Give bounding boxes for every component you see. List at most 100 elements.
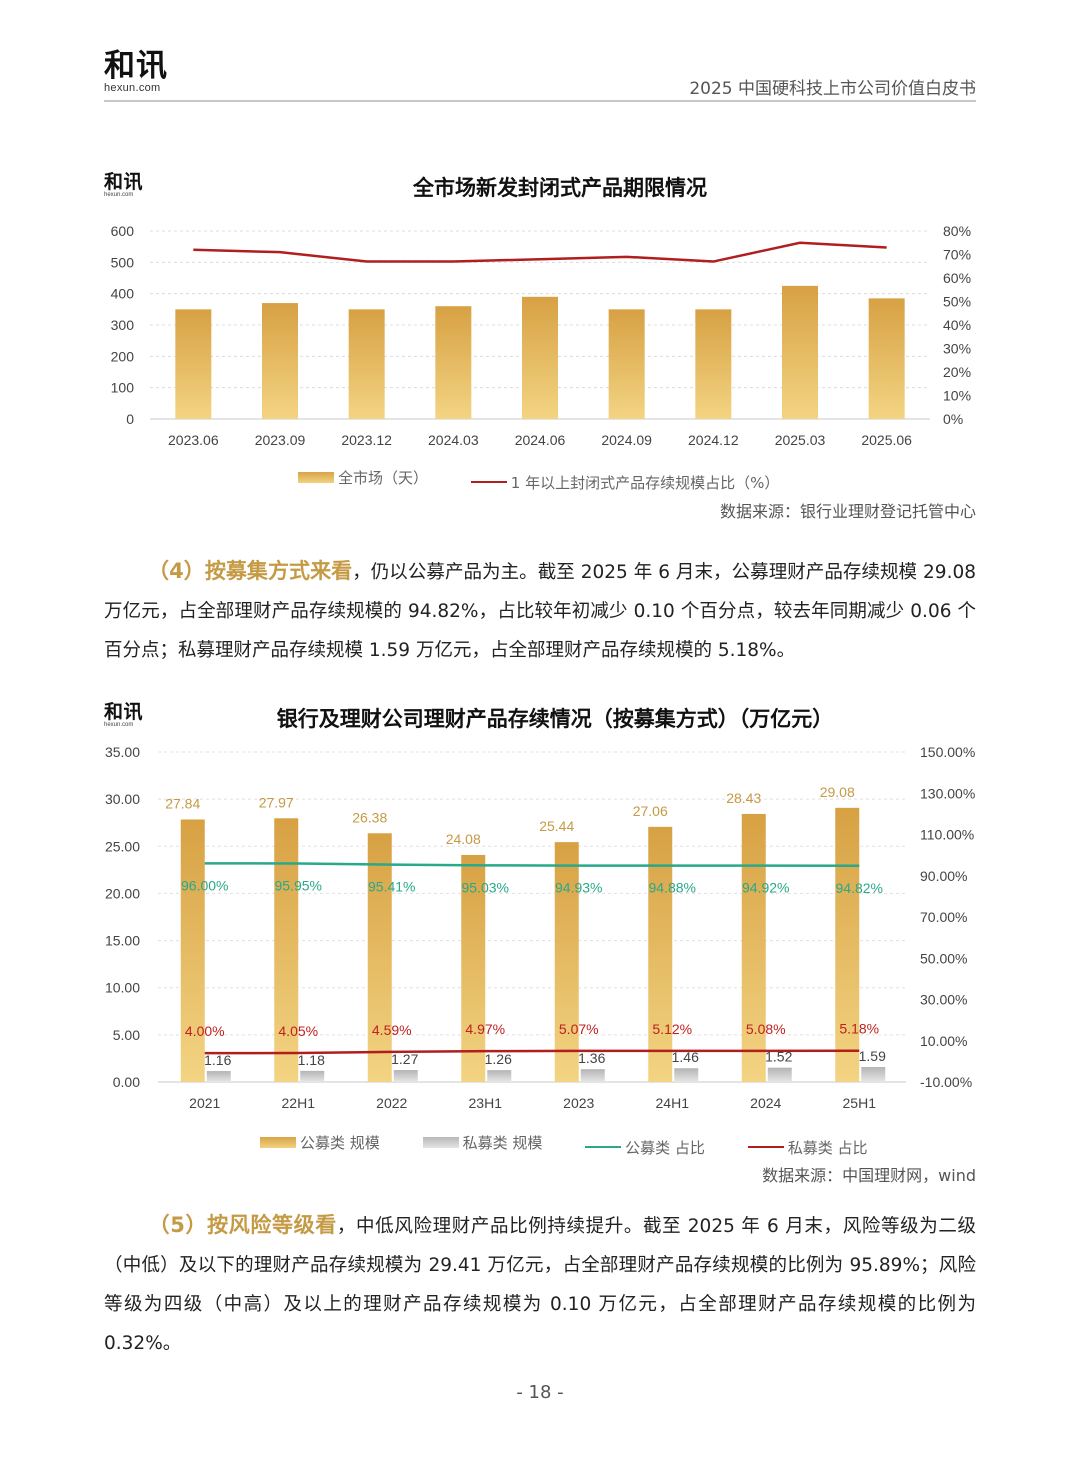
chart2-x-tick-label: 22H1	[282, 1095, 316, 1111]
chart2-legend-label-public-share: 公募类 占比	[625, 1138, 705, 1157]
chart2-y2-tick-label: -10.00%	[920, 1074, 972, 1090]
page-number: - 18 -	[516, 1382, 564, 1403]
chart2-title: 银行及理财公司理财产品存续情况（按募集方式）（万亿元）	[276, 707, 834, 731]
chart1-legend-label-line: 1 年以上封闭式产品存续规模占比（%）	[510, 473, 780, 492]
gold-bar-swatch-icon	[298, 472, 334, 483]
chart1-x-tick-label: 2025.06	[861, 432, 912, 448]
chart2-legend-label-private-share: 私募类 占比	[787, 1138, 868, 1157]
chart2-y-tick-label: 25.00	[105, 838, 140, 854]
chart1-y2-tick-label: 70%	[943, 247, 971, 263]
chart2-public-share-label: 95.95%	[275, 877, 322, 893]
chart2-y-tick-label: 30.00	[105, 791, 140, 807]
header-title: 2025 中国硬科技上市公司价值白皮书	[689, 79, 976, 99]
chart2-private-share-label: 4.00%	[185, 1023, 225, 1039]
chart2-public-bar	[648, 826, 673, 1082]
chart1-bar	[695, 309, 732, 419]
chart1-logo: 和讯 hexun.com	[104, 172, 143, 198]
chart1-y2-tick-label: 80%	[943, 223, 971, 239]
chart2-x-tick-label: 24H1	[656, 1095, 690, 1111]
chart1-y2-tick-label: 50%	[943, 294, 971, 310]
chart2-x-tick-label: 2023	[563, 1095, 594, 1111]
chart2-x-tick-label: 2022	[376, 1095, 407, 1111]
paragraph-4-lead: （4）按募集方式来看	[148, 559, 353, 583]
chart1-legend-item-bars: 全市场（天）	[298, 467, 428, 488]
chart2-private-share-label: 5.08%	[746, 1021, 786, 1037]
chart2-private-bar-label: 1.52	[765, 1049, 792, 1065]
chart2-private-bar-label: 1.36	[578, 1050, 605, 1066]
logo-text: 和讯	[104, 48, 168, 84]
chart1-bar	[348, 309, 385, 419]
paragraph-5-lead: （5）按风险等级看	[148, 1213, 337, 1237]
chart2-private-bar	[580, 1069, 605, 1082]
chart1-y2-tick-label: 30%	[943, 341, 971, 357]
red-line-swatch-icon	[747, 1146, 784, 1148]
chart2-y2-tick-label: 110.00%	[920, 827, 974, 843]
chart2-legend-item-public-size: 公募类 规模	[260, 1132, 380, 1153]
chart2-source: 数据来源：中国理财网，wind	[762, 1166, 976, 1185]
chart2-public-share-label: 94.88%	[649, 880, 696, 896]
chart2-legend-item-private-share: 私募类 占比	[747, 1137, 868, 1158]
chart1-logo-text: 和讯	[104, 171, 144, 193]
chart1-x-tick-label: 2024.03	[428, 432, 479, 448]
chart2-private-bar-label: 1.59	[859, 1048, 886, 1064]
chart2-public-bar-label: 25.44	[539, 818, 574, 834]
chart2-private-bar	[674, 1068, 699, 1082]
chart2-public-share-label: 95.41%	[368, 879, 415, 895]
chart2-private-share-label: 4.05%	[278, 1023, 318, 1039]
chart2-public-share-label: 95.03%	[462, 879, 509, 895]
grey-bar-swatch-icon	[422, 1137, 459, 1148]
chart2-public-bar	[741, 813, 766, 1082]
chart2-private-bar	[861, 1067, 886, 1082]
chart1-title: 全市场新发封闭式产品期限情况	[413, 176, 707, 200]
chart2-legend-item-private-size: 私募类 规模	[422, 1132, 542, 1153]
chart2-legend-label-public-size: 公募类 规模	[300, 1134, 380, 1152]
chart1-x-tick-label: 2023.12	[341, 432, 392, 448]
chart2-legend: 公募类 规模 私募类 规模 公募类 占比 私募类 占比	[260, 1132, 867, 1158]
chart2-public-bar-label: 27.84	[165, 796, 200, 812]
chart2-private-bar-label: 1.16	[204, 1052, 231, 1068]
chart2-private-bar	[206, 1071, 231, 1082]
chart1-bar	[782, 285, 818, 419]
chart1-x-tick-label: 2024.09	[601, 432, 652, 448]
chart1-x-tick-label: 2025.03	[775, 432, 826, 448]
chart2-private-share-label: 4.97%	[465, 1021, 505, 1037]
chart2-public-share-label: 94.93%	[555, 880, 602, 896]
chart2-private-share-line	[204, 1049, 860, 1055]
chart2-legend-item-public-share: 公募类 占比	[585, 1137, 705, 1158]
chart2-public-bar	[554, 842, 579, 1082]
chart1-bar	[262, 303, 298, 419]
chart2-public-bar	[180, 819, 205, 1082]
chart1-y-tick-label: 600	[111, 223, 135, 239]
red-line-swatch-icon	[470, 481, 507, 483]
chart1-y2-tick-label: 60%	[943, 270, 971, 286]
chart2-x-tick-label: 25H1	[843, 1095, 877, 1111]
chart1-x-tick-label: 2024.12	[688, 432, 739, 448]
chart2-private-share-label: 4.59%	[372, 1022, 412, 1038]
chart2-y2-tick-label: 50.00%	[920, 950, 967, 966]
chart1-y2-tick-label: 40%	[943, 317, 971, 333]
chart2-public-share-line	[204, 862, 860, 868]
chart2-y-tick-label: 5.00	[113, 1027, 140, 1043]
chart1-y-tick-label: 500	[111, 254, 135, 270]
chart2-public-share-label: 94.82%	[836, 880, 883, 896]
chart2-y2-tick-label: 30.00%	[920, 992, 967, 1008]
chart1-x-tick-label: 2023.09	[255, 432, 306, 448]
chart2-x-tick-label: 2021	[189, 1095, 220, 1111]
chart2-y2-tick-label: 90.00%	[920, 868, 967, 884]
chart2-public-bar	[274, 818, 299, 1082]
chart2-y2-tick-label: 10.00%	[920, 1033, 967, 1049]
chart1-y2-tick-label: 20%	[943, 364, 971, 380]
chart1-y2-tick-label: 10%	[943, 388, 971, 404]
chart2-private-share-label: 5.12%	[652, 1021, 692, 1037]
chart2-y2-tick-label: 130.00%	[920, 785, 975, 801]
chart1-x-tick-label: 2023.06	[168, 432, 219, 448]
chart2-public-bar-label: 28.43	[726, 790, 761, 806]
chart2-public-share-label: 96.00%	[181, 877, 228, 893]
chart2-public-bar	[835, 807, 860, 1082]
chart1-bar	[868, 298, 905, 419]
chart1-y2-tick-label: 0%	[943, 411, 963, 427]
logo-subtext: hexun.com	[104, 82, 161, 94]
chart1-bar	[175, 309, 212, 419]
